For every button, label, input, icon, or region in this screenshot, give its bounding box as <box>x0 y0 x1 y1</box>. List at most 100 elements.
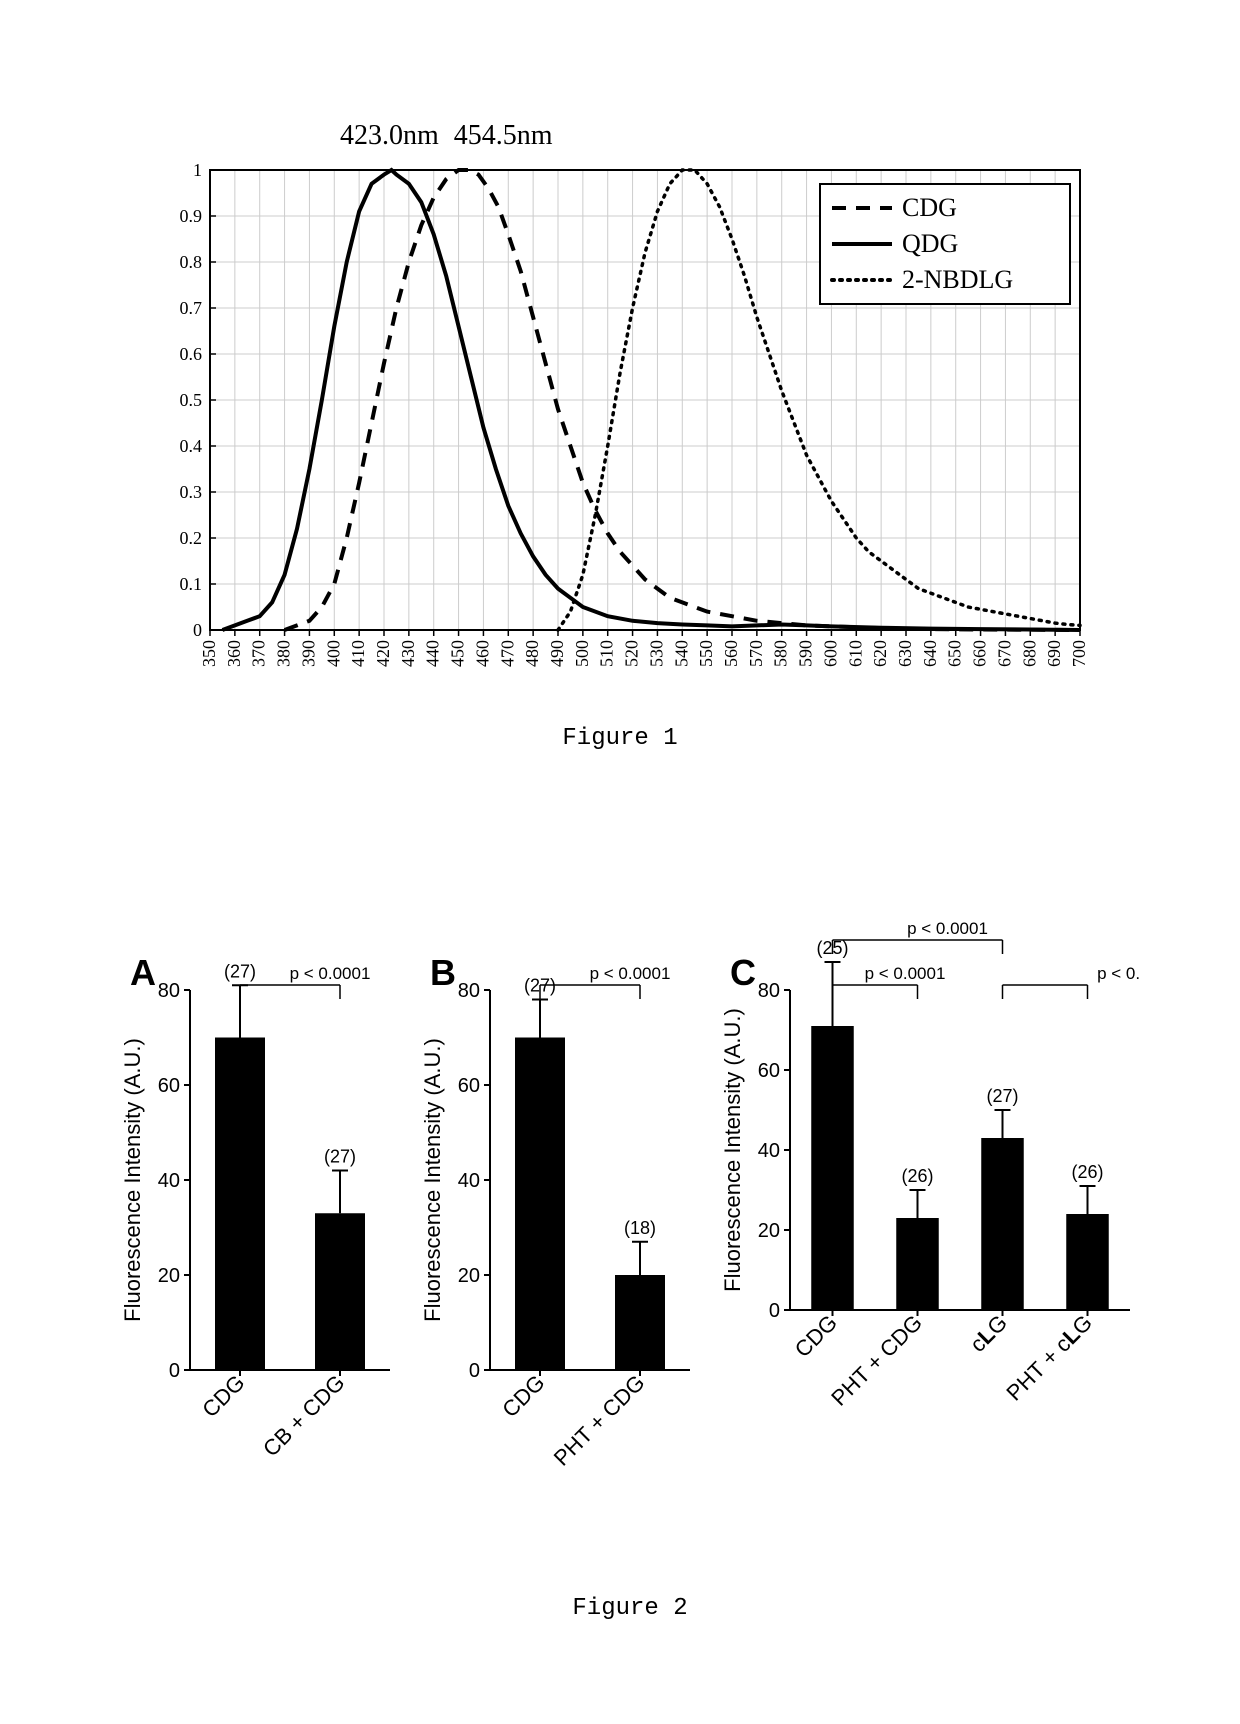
figure1-svg: 0 0.1 0.2 0.3 0.4 0.5 0.6 0.7 0.8 0.9 1 35036037038… <box>150 160 1090 700</box>
svg-text:510: 510 <box>597 640 617 667</box>
svg-text:670: 670 <box>994 640 1014 667</box>
svg-text:0: 0 <box>169 1360 180 1382</box>
svg-text:0.6: 0.6 <box>180 344 203 364</box>
svg-text:350: 350 <box>199 640 219 667</box>
svg-text:570: 570 <box>746 640 766 667</box>
svg-text:60: 60 <box>458 1075 480 1097</box>
svg-text:0.5: 0.5 <box>180 390 203 410</box>
svg-text:650: 650 <box>945 640 965 667</box>
svg-text:560: 560 <box>721 640 741 667</box>
figure2-panels: A 0 20 40 60 80 Fluorescence Intensity (A.U.) (… <box>120 860 1140 1545</box>
svg-text:470: 470 <box>497 640 517 667</box>
svg-text:500: 500 <box>572 640 592 667</box>
svg-text:550: 550 <box>696 640 716 667</box>
svg-text:410: 410 <box>348 640 368 667</box>
svg-text:40: 40 <box>758 1140 780 1162</box>
svg-text:0.2: 0.2 <box>180 528 203 548</box>
svg-text:2-NBDLG: 2-NBDLG <box>902 265 1013 294</box>
svg-text:0.3: 0.3 <box>180 482 203 502</box>
svg-text:490: 490 <box>547 640 567 667</box>
svg-text:80: 80 <box>158 980 180 1002</box>
svg-text:0.1: 0.1 <box>180 574 203 594</box>
svg-text:530: 530 <box>646 640 666 667</box>
svg-text:B: B <box>430 952 456 993</box>
svg-text:CDG: CDG <box>497 1370 549 1422</box>
svg-text:(26): (26) <box>1071 1162 1103 1182</box>
svg-text:580: 580 <box>771 640 791 667</box>
figure1-caption: Figure 1 <box>150 725 1090 752</box>
svg-text:40: 40 <box>458 1170 480 1192</box>
figure2-panel-B: B020406080Fluorescence Intensity (A.U.)(… <box>420 920 700 1540</box>
svg-text:540: 540 <box>671 640 691 667</box>
svg-text:0: 0 <box>193 620 202 640</box>
svg-text:0: 0 <box>769 1300 780 1322</box>
figure2-panel-A: A 0 20 40 60 80 Fluorescence Intensity (A.U.) (… <box>120 920 400 1540</box>
svg-text:CDG: CDG <box>790 1310 842 1362</box>
svg-text:80: 80 <box>458 980 480 1002</box>
svg-text:p < 0.0001: p < 0.0001 <box>907 919 988 938</box>
peak-labels: 423.0nm 454.5nm <box>340 120 553 152</box>
svg-text:0.7: 0.7 <box>180 298 203 318</box>
svg-text:Fluorescence Intensity (A.U.: Fluorescence Intensity (A.U.) <box>720 1008 745 1292</box>
svg-text:60: 60 <box>158 1075 180 1097</box>
svg-text:p < 0.0001: p < 0.0001 <box>590 964 671 983</box>
svg-text:660: 660 <box>970 640 990 667</box>
svg-text:370: 370 <box>249 640 269 667</box>
svg-text:cLG: cLG <box>965 1310 1012 1357</box>
svg-text:690: 690 <box>1044 640 1064 667</box>
svg-text:p < 0.0001: p < 0.0001 <box>865 964 946 983</box>
svg-text:460: 460 <box>472 640 492 667</box>
svg-text:Fluorescence Intensity (A.U.: Fluorescence Intensity (A.U.) <box>120 1038 145 1322</box>
svg-text:0.8: 0.8 <box>180 252 203 272</box>
svg-text:20: 20 <box>758 1220 780 1242</box>
svg-text:680: 680 <box>1019 640 1039 667</box>
svg-text:380: 380 <box>274 640 294 667</box>
svg-text:CDG: CDG <box>902 193 957 222</box>
svg-text:620: 620 <box>870 640 890 667</box>
svg-text:p < 0.0001: p < 0.0001 <box>1097 964 1140 983</box>
svg-text:0.4: 0.4 <box>180 436 203 456</box>
svg-text:360: 360 <box>224 640 244 667</box>
svg-text:(27): (27) <box>224 961 256 981</box>
svg-text:Fluorescence Intensity (A.U.: Fluorescence Intensity (A.U.) <box>420 1038 445 1322</box>
svg-text:PHT + CDG: PHT + CDG <box>826 1310 927 1411</box>
figure2-panel-C: C 0 20 40 60 80 Fluorescence Intensity (A.U.) (… <box>720 860 1140 1480</box>
svg-text:80: 80 <box>758 980 780 1002</box>
svg-text:0.9: 0.9 <box>180 206 203 226</box>
svg-text:480: 480 <box>522 640 542 667</box>
svg-text:QDG: QDG <box>902 229 958 258</box>
peak-label-1: 423.0nm <box>340 120 439 151</box>
svg-text:(27): (27) <box>324 1147 356 1167</box>
svg-text:C: C <box>730 952 756 993</box>
svg-text:(26): (26) <box>901 1166 933 1186</box>
figure2-container: A 0 20 40 60 80 Fluorescence Intensity (A.U.) (… <box>120 860 1140 1622</box>
svg-text:700: 700 <box>1069 640 1089 667</box>
svg-text:40: 40 <box>158 1170 180 1192</box>
svg-text:520: 520 <box>622 640 642 667</box>
svg-text:PHT + CDG: PHT + CDG <box>549 1370 650 1471</box>
svg-text:1: 1 <box>193 160 202 180</box>
svg-text:590: 590 <box>796 640 816 667</box>
svg-text:600: 600 <box>820 640 840 667</box>
svg-text:420: 420 <box>373 640 393 667</box>
svg-text:440: 440 <box>423 640 443 667</box>
svg-text:400: 400 <box>323 640 343 667</box>
svg-text:A: A <box>130 952 156 993</box>
figure1-container: 423.0nm 454.5nm 00.10.20.30.40.50.60.70.… <box>150 160 1090 752</box>
svg-text:CB + CDG: CB + CDG <box>258 1370 350 1462</box>
svg-text:640: 640 <box>920 640 940 667</box>
peak-label-2: 454.5nm <box>454 120 553 151</box>
svg-text:630: 630 <box>895 640 915 667</box>
svg-text:(27): (27) <box>986 1086 1018 1106</box>
svg-text:(18): (18) <box>624 1218 656 1238</box>
svg-text:CDG: CDG <box>197 1370 249 1422</box>
svg-text:p < 0.0001: p < 0.0001 <box>290 964 371 983</box>
svg-text:390: 390 <box>298 640 318 667</box>
svg-text:PHT + cLG: PHT + cLG <box>1001 1310 1097 1406</box>
svg-text:20: 20 <box>158 1265 180 1287</box>
figure2-caption: Figure 2 <box>120 1595 1140 1622</box>
svg-text:20: 20 <box>458 1265 480 1287</box>
svg-text:450: 450 <box>448 640 468 667</box>
svg-text:60: 60 <box>758 1060 780 1082</box>
svg-text:430: 430 <box>398 640 418 667</box>
